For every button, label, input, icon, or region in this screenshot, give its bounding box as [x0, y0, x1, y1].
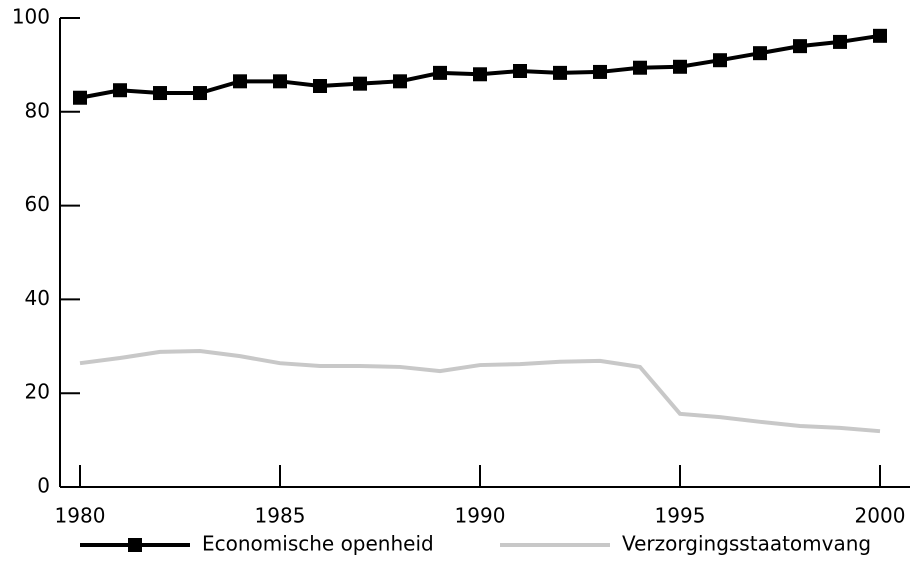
- marker: [233, 74, 247, 89]
- marker: [793, 39, 807, 54]
- y-tick-label: 20: [25, 380, 50, 404]
- marker: [713, 53, 727, 68]
- x-tick-label: 1980: [55, 504, 106, 528]
- x-tick-label: 1990: [455, 504, 506, 528]
- y-tick-label: 60: [25, 192, 50, 216]
- marker: [633, 60, 647, 75]
- marker: [193, 86, 207, 101]
- x-tick-label: 1985: [255, 504, 306, 528]
- marker: [473, 67, 487, 82]
- y-tick-label: 40: [25, 286, 50, 310]
- y-tick-label: 100: [12, 5, 50, 29]
- marker: [833, 34, 847, 49]
- marker: [593, 64, 607, 79]
- marker: [73, 90, 87, 105]
- marker: [513, 63, 527, 78]
- marker: [113, 83, 127, 98]
- x-tick-label: 2000: [855, 504, 906, 528]
- marker: [273, 74, 287, 89]
- marker: [353, 76, 367, 91]
- marker: [753, 46, 767, 61]
- legend-marker: [128, 538, 142, 552]
- marker: [313, 79, 327, 94]
- x-tick-label: 1995: [655, 504, 706, 528]
- y-tick-label: 0: [37, 474, 50, 498]
- marker: [433, 65, 447, 80]
- y-tick-label: 80: [25, 98, 50, 122]
- marker: [393, 74, 407, 89]
- marker: [153, 86, 167, 101]
- marker: [673, 59, 687, 74]
- marker: [553, 65, 567, 80]
- legend-label: Verzorgingsstaatomvang: [622, 532, 871, 556]
- legend-label: Economische openheid: [202, 532, 434, 556]
- marker: [873, 28, 887, 43]
- series-line: [79, 348, 881, 434]
